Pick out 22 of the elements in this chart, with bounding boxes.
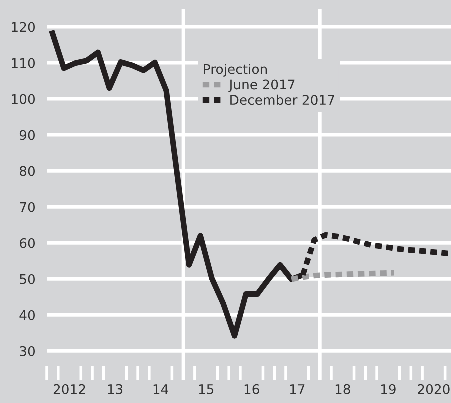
x-tick-label: 17	[290, 384, 305, 394]
x-tick-label: 2012	[54, 384, 86, 394]
x-tick-label: 14	[154, 384, 168, 394]
y-tick-label: 40	[20, 310, 36, 320]
y-tick-label: 100	[12, 94, 36, 104]
x-tick-label: 16	[244, 384, 260, 394]
y-tick-label: 90	[20, 130, 36, 140]
y-tick-label: 60	[20, 238, 36, 248]
legend-label: December 2017	[230, 94, 334, 106]
legend-title: Projection	[204, 64, 268, 77]
y-tick-label: 30	[20, 346, 36, 356]
x-tick-label: 2020	[418, 384, 450, 394]
x-tick-label: 19	[381, 384, 396, 394]
x-tick-label: 15	[199, 384, 214, 394]
x-tick-label: 18	[336, 384, 350, 394]
y-tick-label: 70	[20, 202, 36, 212]
y-tick-label: 80	[20, 166, 36, 176]
y-tick-label: 50	[20, 274, 36, 284]
x-tick-label: 13	[108, 384, 123, 394]
legend-label: June 2017	[228, 80, 295, 92]
y-tick-label: 120	[12, 22, 36, 32]
y-tick-label: 110	[12, 58, 36, 68]
